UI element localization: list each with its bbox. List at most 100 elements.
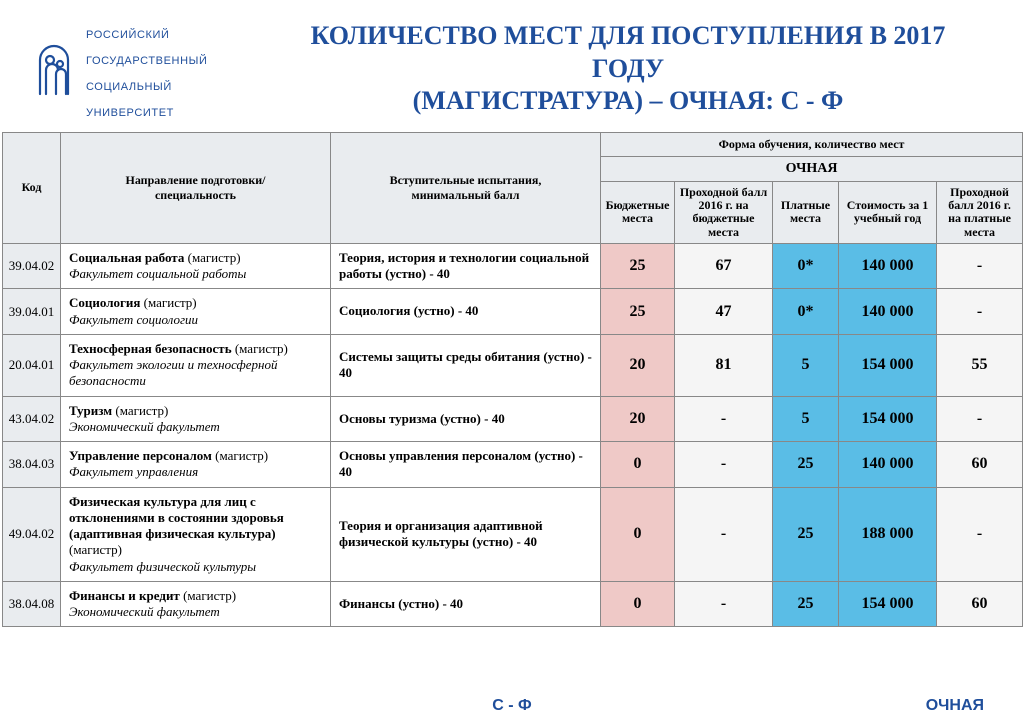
cell-budget: 0 — [601, 442, 675, 488]
program-faculty: Факультет физической культуры — [69, 559, 256, 574]
table-row: 39.04.02Социальная работа (магистр)Факул… — [3, 243, 1023, 289]
program-faculty: Факультет социологии — [69, 312, 198, 327]
program-degree: (магистр) — [188, 250, 241, 265]
program-faculty: Факультет управления — [69, 464, 198, 479]
program-faculty: Факультет социальной работы — [69, 266, 246, 281]
cell-exam: Теория и организация адаптивной физическ… — [331, 487, 601, 581]
table-row: 38.04.08Финансы и кредит (магистр)Эконом… — [3, 581, 1023, 627]
program-degree: (магистр) — [215, 448, 268, 463]
table-header: Код Направление подготовки/ специальност… — [3, 133, 1023, 244]
cell-paid: 0* — [773, 289, 839, 335]
footer-center: С - Ф — [492, 697, 531, 715]
program-title: Техносферная безопасность — [69, 341, 232, 356]
cell-pass-budget: - — [675, 442, 773, 488]
cell-budget: 25 — [601, 243, 675, 289]
exam-text: Финансы (устно) - 40 — [339, 596, 463, 611]
cell-exam: Финансы (устно) - 40 — [331, 581, 601, 627]
cell-budget: 20 — [601, 396, 675, 442]
cell-code: 20.04.01 — [3, 334, 61, 396]
cell-code: 38.04.03 — [3, 442, 61, 488]
program-title: Физическая культура для лиц с отклонения… — [69, 494, 284, 542]
exam-text: Основы управления персоналом (устно) - 4… — [339, 448, 583, 479]
cell-code: 38.04.08 — [3, 581, 61, 627]
cell-program: Управление персоналом (магистр) Факультет… — [61, 442, 331, 488]
program-title: Туризм — [69, 403, 112, 418]
program-degree: (магистр) — [115, 403, 168, 418]
exam-text: Теория и организация адаптивной физическ… — [339, 518, 543, 549]
table-row: 39.04.01 Социология (магистр) Факультет со… — [3, 289, 1023, 335]
page-title: КОЛИЧЕСТВО МЕСТ ДЛЯ ПОСТУПЛЕНИЯ В 2017 Г… — [272, 16, 1004, 118]
cell-pass-paid: - — [937, 396, 1023, 442]
cell-pass-budget: - — [675, 396, 773, 442]
logo-line4: УНИВЕРСИТЕТ — [86, 107, 174, 119]
cell-code: 43.04.02 — [3, 396, 61, 442]
exam-text: Социология (устно) - 40 — [339, 303, 478, 318]
cell-cost: 188 000 — [839, 487, 937, 581]
cell-cost: 154 000 — [839, 396, 937, 442]
logo-line1: РОССИЙСКИЙ — [86, 29, 170, 41]
cell-code: 39.04.01 — [3, 289, 61, 335]
cell-program: Социальная работа (магистр)Факультет соц… — [61, 243, 331, 289]
cell-paid: 5 — [773, 334, 839, 396]
cell-program: Социология (магистр) Факультет социологии — [61, 289, 331, 335]
program-degree: (магистр) — [183, 588, 236, 603]
program-title: Управление персоналом — [69, 448, 212, 463]
exam-text: Системы защиты среды обитания (устно) - … — [339, 349, 592, 380]
cell-budget: 20 — [601, 334, 675, 396]
cell-pass-paid: 60 — [937, 581, 1023, 627]
cell-pass-budget: - — [675, 581, 773, 627]
page: РОССИЙСКИЙ ГОСУДАРСТВЕННЫЙ СОЦИАЛЬНЫЙ УН… — [0, 0, 1024, 725]
cell-pass-budget: 81 — [675, 334, 773, 396]
title-line2: (МАГИСТРАТУРА) – ОЧНАЯ: С - Ф — [413, 86, 844, 115]
logo-line2: ГОСУДАРСТВЕННЫЙ — [86, 55, 207, 67]
col-group-mid: ОЧНАЯ — [601, 157, 1023, 182]
program-degree: (магистр) — [69, 542, 122, 557]
logo-text: РОССИЙСКИЙ ГОСУДАРСТВЕННЫЙ СОЦИАЛЬНЫЙ УН… — [86, 16, 207, 120]
program-title: Финансы и кредит — [69, 588, 180, 603]
program-degree: (магистр) — [235, 341, 288, 356]
cell-pass-budget: 67 — [675, 243, 773, 289]
logo-line3: СОЦИАЛЬНЫЙ — [86, 81, 172, 93]
cell-exam: Основы управления персоналом (устно) - 4… — [331, 442, 601, 488]
table-body: 39.04.02Социальная работа (магистр)Факул… — [3, 243, 1023, 627]
cell-pass-paid: 60 — [937, 442, 1023, 488]
cell-program: Физическая культура для лиц с отклонения… — [61, 487, 331, 581]
cell-paid: 5 — [773, 396, 839, 442]
title-line1: КОЛИЧЕСТВО МЕСТ ДЛЯ ПОСТУПЛЕНИЯ В 2017 Г… — [311, 21, 946, 83]
col-exam: Вступительные испытания, минимальный бал… — [331, 133, 601, 244]
cell-cost: 140 000 — [839, 289, 937, 335]
cell-program: Туризм (магистр)Экономический факультет — [61, 396, 331, 442]
col-group-top: Форма обучения, количество мест — [601, 133, 1023, 157]
cell-exam: Социология (устно) - 40 — [331, 289, 601, 335]
cell-budget: 0 — [601, 487, 675, 581]
exam-text: Основы туризма (устно) - 40 — [339, 411, 505, 426]
cell-code: 49.04.02 — [3, 487, 61, 581]
program-degree: (магистр) — [144, 295, 197, 310]
program-faculty: Факультет экологии и техносферной безопа… — [69, 357, 278, 388]
cell-budget: 25 — [601, 289, 675, 335]
table-row: 49.04.02Физическая культура для лиц с от… — [3, 487, 1023, 581]
footer: С - Ф ОЧНАЯ — [0, 697, 1024, 715]
cell-cost: 140 000 — [839, 243, 937, 289]
cell-paid: 25 — [773, 442, 839, 488]
cell-pass-budget: 47 — [675, 289, 773, 335]
exam-text: Теория, история и технологии социальной … — [339, 250, 589, 281]
cell-pass-budget: - — [675, 487, 773, 581]
col-paid: Платные места — [773, 182, 839, 244]
col-pass-paid: Проходной балл 2016 г. на платные места — [937, 182, 1023, 244]
cell-paid: 25 — [773, 487, 839, 581]
cell-pass-paid: - — [937, 243, 1023, 289]
cell-paid: 0* — [773, 243, 839, 289]
cell-cost: 154 000 — [839, 334, 937, 396]
col-program: Направление подготовки/ специальность — [61, 133, 331, 244]
cell-cost: 140 000 — [839, 442, 937, 488]
admissions-table: Код Направление подготовки/ специальност… — [2, 132, 1023, 627]
cell-cost: 154 000 — [839, 581, 937, 627]
program-faculty: Экономический факультет — [69, 419, 220, 434]
university-logo-icon — [32, 40, 76, 96]
program-title: Социальная работа — [69, 250, 184, 265]
program-title: Социология — [69, 295, 140, 310]
cell-pass-paid: - — [937, 487, 1023, 581]
logo-block: РОССИЙСКИЙ ГОСУДАРСТВЕННЫЙ СОЦИАЛЬНЫЙ УН… — [32, 16, 272, 120]
col-code: Код — [3, 133, 61, 244]
